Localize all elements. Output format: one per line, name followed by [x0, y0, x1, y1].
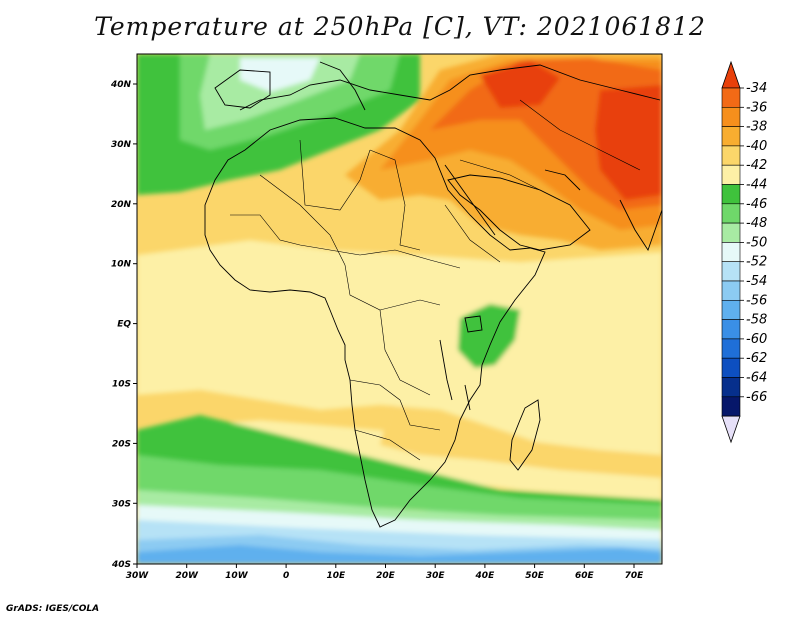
colorbar-swatch	[721, 222, 741, 243]
mediterranean-north	[239, 64, 661, 111]
colorbar-label: -44	[746, 178, 767, 193]
colorbar-label: -66	[746, 390, 767, 405]
x-tick-label: 70E	[625, 571, 645, 581]
x-tick-label: 10W	[225, 571, 249, 581]
colorbar-label: -48	[746, 216, 767, 231]
x-tick-label: 50E	[525, 571, 545, 581]
colorbar-swatch	[721, 377, 741, 398]
persian-gulf	[544, 169, 581, 191]
colorbar-swatch	[721, 338, 741, 359]
y-tick-label: 30N	[111, 140, 132, 150]
x-tick-label: 30W	[126, 571, 150, 581]
colorbar-label: -60	[746, 332, 767, 347]
iberia	[214, 69, 271, 109]
field-hot-34b	[595, 85, 662, 200]
colorbar-swatch	[721, 299, 741, 320]
colorbar-label: -46	[746, 197, 767, 212]
colorbar-label: -36	[746, 100, 767, 115]
colorbar-swatch	[721, 396, 741, 417]
colorbar-label: -34	[746, 81, 767, 96]
colorbar-label: -54	[746, 274, 767, 289]
colorbar-label: -64	[746, 371, 767, 386]
coastlines	[204, 61, 662, 528]
field-south-46	[137, 415, 662, 520]
map-frame	[136, 53, 663, 565]
x-tick-label: 0	[283, 571, 289, 581]
grads-credit: GrADS: IGES/COLA	[6, 604, 100, 614]
field-south-58	[137, 545, 662, 564]
colorbar-swatch	[721, 87, 741, 108]
red-sea	[444, 164, 496, 236]
colorbar-swatch	[721, 261, 741, 282]
country-borders	[230, 99, 641, 461]
colorbar-swatch	[721, 184, 741, 205]
x-tick-label: 20E	[376, 571, 396, 581]
y-tick-label: 30S	[112, 499, 131, 509]
y-tick-label: 40N	[110, 80, 132, 90]
colorbar-label: -58	[746, 313, 767, 328]
colorbar-swatch	[721, 126, 741, 147]
x-axis: 30W 20W 10W 0 10E 20E 30E 40E 50E 60E 70E	[126, 564, 644, 581]
colorbar-label: -62	[746, 351, 767, 366]
colorbar-label: -40	[746, 139, 767, 154]
field-eastafrica-46	[458, 304, 520, 368]
field-north-52	[240, 58, 320, 92]
india-west	[619, 199, 662, 252]
x-tick-label: 30E	[426, 571, 446, 581]
colorbar-label: -50	[746, 235, 767, 250]
madagascar-coastline	[509, 399, 541, 471]
y-axis: 40N 30N 20N 10N EQ 10S 20S 30S 40S	[110, 80, 137, 570]
colorbar-label: -52	[746, 255, 767, 270]
x-tick-label: 40E	[475, 571, 496, 581]
arabia-coastline	[447, 174, 591, 251]
field-band-44	[137, 240, 662, 470]
colorbar-label: -56	[746, 293, 767, 308]
x-tick-label: 10E	[326, 571, 346, 581]
colorbar-swatch	[721, 145, 741, 166]
y-tick-label: 40S	[111, 560, 131, 570]
y-tick-label: EQ	[117, 320, 131, 330]
colorbar-top-arrow	[721, 60, 741, 89]
field-south-48	[137, 455, 662, 530]
colorbar-swatch	[721, 357, 741, 378]
colorbar-swatch	[721, 164, 741, 185]
colorbar-bottom-arrow	[721, 415, 741, 444]
colorbar-swatch	[721, 242, 741, 262]
field-south-42	[380, 405, 662, 478]
colorbar-label: -42	[746, 158, 767, 173]
colorbar-swatch	[721, 319, 741, 340]
y-tick-label: 10S	[112, 380, 131, 390]
italy	[319, 61, 366, 111]
lake-malawi	[464, 384, 471, 411]
x-tick-label: 60E	[575, 571, 595, 581]
y-tick-label: 10N	[111, 260, 132, 270]
y-tick-label: 20S	[112, 439, 131, 449]
colorbar-legend: -34 -36 -38 -40 -42 -44 -46 -48 -50 -52 -54 -56 -58 -…	[721, 60, 767, 444]
x-tick-label: 20W	[175, 571, 199, 581]
lake-victoria	[464, 315, 483, 333]
colorbar-swatch	[721, 203, 741, 224]
temperature-field	[137, 54, 662, 564]
lake-tanganyika	[439, 339, 453, 401]
colorbar-label: -38	[746, 120, 767, 135]
y-tick-label: 20N	[111, 200, 132, 210]
map-title: Temperature at 250hPa [C], VT: 202106181…	[94, 12, 706, 41]
colorbar-swatch	[721, 280, 741, 301]
field-hot-34	[480, 60, 560, 108]
colorbar-swatch	[721, 107, 741, 127]
africa-coastline	[204, 117, 546, 528]
